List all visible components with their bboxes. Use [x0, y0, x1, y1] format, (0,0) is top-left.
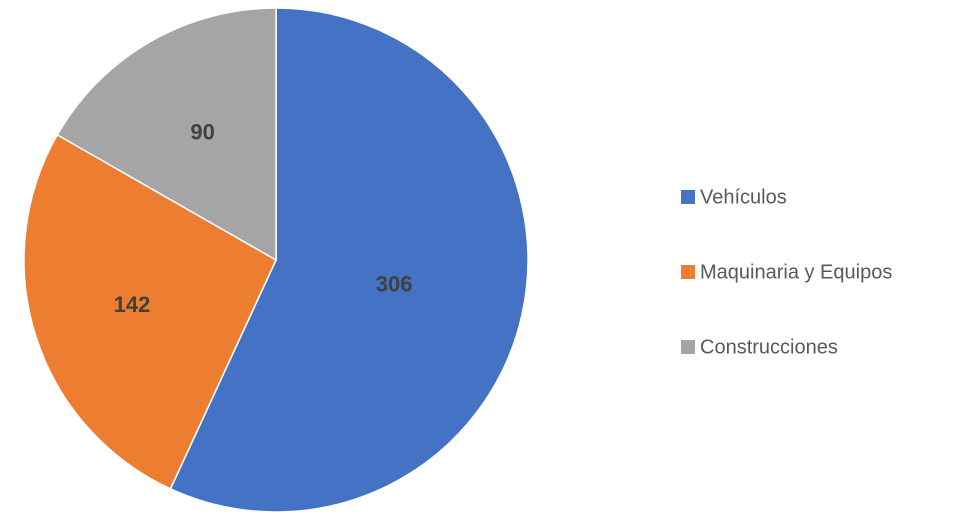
- legend-label: Construcciones: [700, 336, 838, 358]
- legend-swatch: [681, 265, 695, 279]
- data-label: 306: [376, 272, 413, 297]
- legend-swatch: [681, 190, 695, 204]
- legend-swatch: [681, 340, 695, 354]
- legend-label: Vehículos: [700, 186, 787, 208]
- legend-label: Maquinaria y Equipos: [700, 261, 892, 283]
- pie-slice: [169, 7, 529, 512]
- data-label: 90: [190, 119, 214, 144]
- pie-slice: [23, 133, 277, 490]
- data-label: 142: [114, 292, 151, 317]
- pie-slice: [56, 7, 277, 262]
